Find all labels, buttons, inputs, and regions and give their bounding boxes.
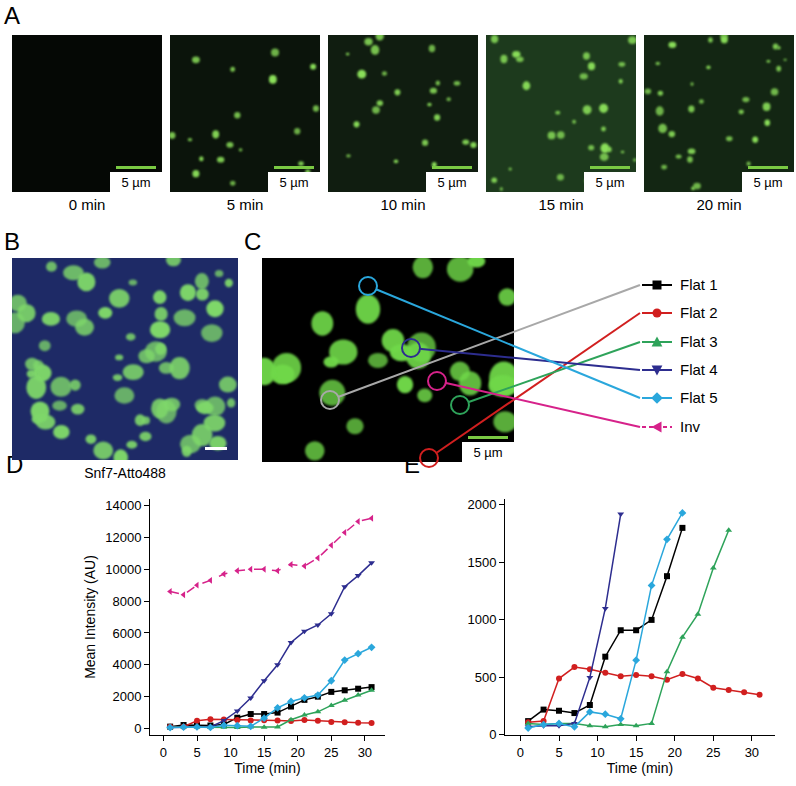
svg-text:20: 20 xyxy=(290,745,304,760)
svg-text:Inv: Inv xyxy=(680,418,701,435)
svg-text:25: 25 xyxy=(324,745,338,760)
svg-text:10000: 10000 xyxy=(105,562,141,577)
svg-text:Flat 3: Flat 3 xyxy=(680,333,718,350)
svg-text:0: 0 xyxy=(489,727,496,742)
svg-text:D: D xyxy=(6,451,23,478)
svg-text:10: 10 xyxy=(223,745,237,760)
svg-text:Flat 4: Flat 4 xyxy=(680,361,718,378)
svg-text:5 µm: 5 µm xyxy=(121,175,150,190)
svg-text:5 µm: 5 µm xyxy=(437,175,466,190)
svg-text:0: 0 xyxy=(160,745,167,760)
svg-text:0: 0 xyxy=(134,721,141,736)
svg-text:E: E xyxy=(404,451,420,478)
svg-text:5 min: 5 min xyxy=(227,196,264,213)
svg-text:A: A xyxy=(4,2,20,29)
svg-text:30: 30 xyxy=(745,745,759,760)
svg-text:5 µm: 5 µm xyxy=(753,175,782,190)
svg-text:5: 5 xyxy=(555,745,562,760)
svg-text:10: 10 xyxy=(590,745,604,760)
svg-text:8000: 8000 xyxy=(112,594,141,609)
svg-text:5 µm: 5 µm xyxy=(279,175,308,190)
svg-text:12000: 12000 xyxy=(105,530,141,545)
svg-text:Flat 1: Flat 1 xyxy=(680,276,718,293)
svg-text:30: 30 xyxy=(358,745,372,760)
svg-text:Mean Intensity (AU): Mean Intensity (AU) xyxy=(82,555,98,679)
svg-text:0: 0 xyxy=(517,745,524,760)
svg-text:15: 15 xyxy=(629,745,643,760)
svg-text:Time (min): Time (min) xyxy=(234,760,300,776)
svg-text:2000: 2000 xyxy=(112,689,141,704)
svg-text:Flat 5: Flat 5 xyxy=(680,389,718,406)
svg-text:C: C xyxy=(244,228,261,255)
svg-text:10 min: 10 min xyxy=(380,196,425,213)
svg-text:B: B xyxy=(4,228,20,255)
svg-text:Snf7-Atto488: Snf7-Atto488 xyxy=(84,465,166,481)
svg-text:2000: 2000 xyxy=(467,497,496,512)
svg-text:1000: 1000 xyxy=(467,612,496,627)
svg-text:Time (min): Time (min) xyxy=(607,760,673,776)
svg-text:20 min: 20 min xyxy=(696,196,741,213)
svg-text:1500: 1500 xyxy=(467,555,496,570)
svg-text:4000: 4000 xyxy=(112,657,141,672)
svg-text:15 min: 15 min xyxy=(538,196,583,213)
svg-text:0 min: 0 min xyxy=(69,196,106,213)
svg-text:20: 20 xyxy=(667,745,681,760)
svg-text:5 µm: 5 µm xyxy=(473,445,502,460)
svg-text:14000: 14000 xyxy=(105,498,141,513)
svg-text:5 µm: 5 µm xyxy=(595,175,624,190)
svg-text:Flat 2: Flat 2 xyxy=(680,304,718,321)
svg-text:25: 25 xyxy=(706,745,720,760)
svg-text:500: 500 xyxy=(475,670,497,685)
svg-text:5: 5 xyxy=(193,745,200,760)
svg-text:15: 15 xyxy=(257,745,271,760)
svg-text:6000: 6000 xyxy=(112,625,141,640)
